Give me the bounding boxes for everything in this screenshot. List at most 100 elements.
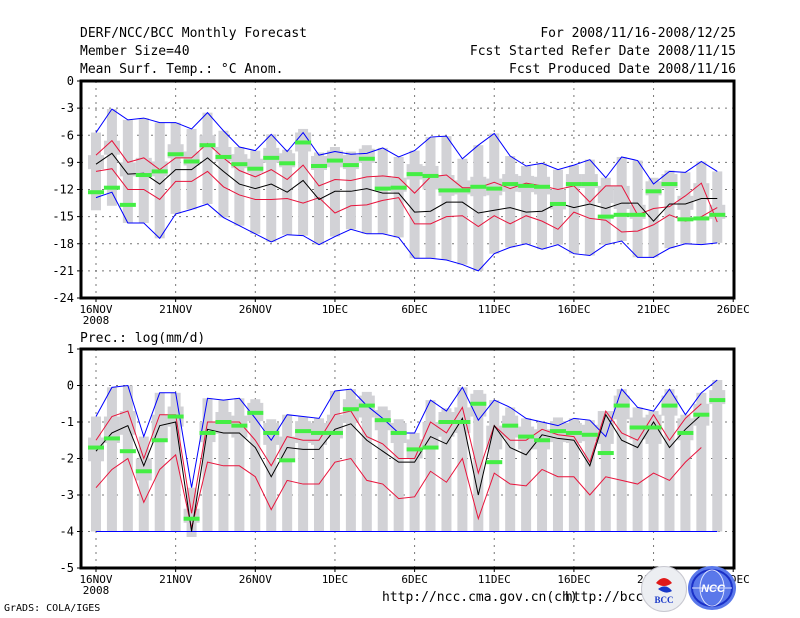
bcc-url-link[interactable]: http://bcc.c bbox=[565, 590, 659, 605]
spread-bar bbox=[266, 419, 277, 532]
y-tick-label: -2 bbox=[60, 452, 74, 466]
quartile-box bbox=[215, 146, 232, 162]
precipitation-panel: 1 0 -1 -2 -3 -4 -5 16NOV 21NOV 26NOV 1DEC 6DEC 11DEC… bbox=[60, 342, 750, 597]
observed-marker bbox=[661, 182, 678, 187]
x-year-label: 2008 bbox=[83, 314, 110, 327]
quartile-box bbox=[263, 147, 280, 163]
bcc-logo: BCC bbox=[641, 566, 687, 612]
y-tick-label: -9 bbox=[60, 155, 74, 169]
observed-marker bbox=[279, 161, 296, 166]
observed-marker bbox=[486, 186, 503, 191]
observed-marker bbox=[167, 414, 184, 419]
observed-marker bbox=[438, 420, 455, 424]
spread-bar bbox=[377, 406, 388, 532]
observed-marker bbox=[183, 159, 200, 164]
observed-marker bbox=[215, 154, 232, 159]
quartile-box bbox=[374, 175, 391, 190]
x-tick-label: 21NOV bbox=[159, 573, 192, 586]
spread-bar bbox=[409, 150, 420, 259]
spread-bar bbox=[505, 407, 516, 532]
observed-marker bbox=[103, 185, 120, 190]
quartile-box bbox=[135, 157, 152, 174]
quartile-box bbox=[151, 161, 168, 177]
x-tick-label: 6DEC bbox=[401, 303, 428, 316]
observed-marker bbox=[454, 420, 471, 424]
x-tick-label: 21DEC bbox=[637, 303, 670, 316]
observed-marker bbox=[295, 140, 312, 145]
observed-marker bbox=[406, 447, 423, 452]
produced-date: Fcst Produced Date 2008/11/16 bbox=[509, 62, 736, 77]
observed-marker bbox=[613, 403, 630, 408]
observed-marker bbox=[629, 425, 646, 430]
y-tick-label: -5 bbox=[60, 561, 74, 575]
observed-marker bbox=[263, 155, 280, 160]
spread-bar bbox=[568, 165, 579, 254]
observed-marker bbox=[629, 212, 646, 217]
observed-marker bbox=[311, 163, 328, 168]
lower-quartile-line bbox=[95, 168, 718, 233]
spread-bar bbox=[712, 380, 723, 532]
x-year-label: 2008 bbox=[83, 584, 110, 597]
spread-bar bbox=[314, 418, 325, 532]
spread-bar bbox=[632, 407, 643, 532]
quartile-box bbox=[119, 411, 136, 435]
observed-marker bbox=[422, 173, 439, 178]
spread-bar bbox=[282, 414, 293, 532]
observed-marker bbox=[88, 190, 104, 195]
observed-marker bbox=[677, 430, 694, 435]
spread-bar bbox=[345, 389, 356, 532]
observed-marker bbox=[470, 401, 487, 406]
observed-marker bbox=[295, 429, 312, 434]
observed-marker bbox=[406, 172, 423, 177]
quartile-box bbox=[438, 175, 455, 196]
quartile-box bbox=[422, 422, 439, 447]
spread-bar bbox=[425, 137, 436, 259]
spread-bar bbox=[664, 170, 675, 249]
observed-marker bbox=[199, 430, 216, 435]
quartile-box bbox=[486, 425, 503, 450]
spread-bar bbox=[664, 389, 675, 532]
quartile-box bbox=[119, 162, 136, 177]
observed-marker bbox=[581, 432, 598, 437]
median-line bbox=[95, 152, 718, 222]
ncc-logo: NCC bbox=[688, 566, 736, 610]
spread-bar bbox=[314, 152, 325, 245]
observed-marker bbox=[454, 188, 471, 193]
spread-bar bbox=[473, 145, 484, 271]
x-tick-label: 11DEC bbox=[478, 303, 511, 316]
x-tick-label: 21NOV bbox=[159, 303, 192, 316]
observed-marker bbox=[183, 516, 200, 521]
observed-marker bbox=[613, 212, 630, 217]
spread-bar bbox=[584, 159, 595, 256]
bcc-swirl-icon: BCC bbox=[654, 578, 674, 605]
y-tick-label: 0 bbox=[67, 74, 74, 88]
spread-bar bbox=[138, 436, 149, 532]
observed-marker bbox=[565, 182, 582, 187]
ncc-url-link[interactable]: http://ncc.cma.gov.cn(ch) bbox=[382, 590, 578, 605]
spread-bar bbox=[537, 163, 548, 250]
observed-marker bbox=[374, 186, 391, 191]
spread-bar bbox=[106, 387, 117, 532]
observed-marker bbox=[358, 403, 375, 408]
ncc-globe-icon: NCC bbox=[691, 569, 733, 607]
bcc-logo-text: BCC bbox=[654, 595, 673, 605]
observed-marker bbox=[709, 212, 726, 217]
plot-frame bbox=[79, 79, 736, 300]
observed-marker bbox=[167, 152, 184, 157]
spread-bar bbox=[600, 436, 611, 532]
spread-bar bbox=[584, 420, 595, 532]
quartile-box bbox=[677, 195, 694, 210]
x-tick-label: 1DEC bbox=[322, 573, 349, 586]
x-tick-label: 26DEC bbox=[717, 303, 750, 316]
spread-bar bbox=[648, 411, 659, 532]
observed-marker bbox=[645, 189, 662, 194]
observed-marker bbox=[247, 410, 264, 415]
x-tick-label: 26NOV bbox=[239, 303, 272, 316]
observed-marker bbox=[358, 156, 375, 161]
y-tick-label: -3 bbox=[60, 488, 74, 502]
observed-marker bbox=[470, 184, 487, 189]
spread-bar bbox=[154, 122, 165, 239]
observed-marker bbox=[135, 469, 152, 474]
spread-bar bbox=[234, 398, 245, 532]
observed-marker bbox=[263, 430, 280, 435]
